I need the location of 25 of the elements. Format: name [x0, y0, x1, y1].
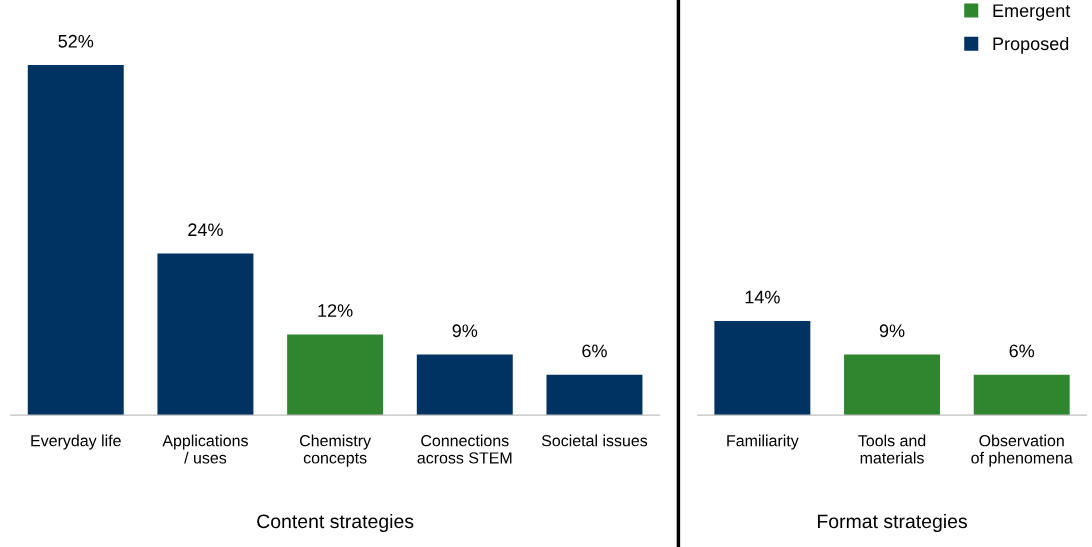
bar — [157, 253, 254, 416]
x-tick-label: Tools and materials — [858, 434, 926, 464]
x-tick-label: Everyday life — [31, 434, 121, 450]
legend-label: Proposed — [993, 36, 1069, 54]
data-label: 52% — [58, 34, 94, 48]
legend-label: Emergent — [993, 4, 1071, 21]
data-label: 6% — [582, 344, 607, 358]
x-axis-title: Content strategies — [257, 513, 414, 533]
x-tick-label: Familiarity — [727, 434, 799, 450]
bar — [546, 374, 643, 416]
data-label: 12% — [318, 304, 353, 317]
x-tick-label: Chemistry concepts — [299, 434, 372, 467]
data-label: 9% — [452, 324, 478, 338]
x-tick-label: Societal issues — [541, 434, 648, 447]
x-axis-title: Format strategies — [817, 513, 967, 533]
bar — [27, 65, 124, 416]
data-label: 6% — [1009, 344, 1035, 358]
x-tick-label: Connections across STEM — [417, 434, 512, 464]
bar — [416, 354, 513, 416]
bar — [287, 334, 384, 416]
data-label: 24% — [188, 223, 223, 237]
x-tick-label: Applications / uses — [162, 434, 248, 464]
x-tick-label: Observation of phenomena — [971, 434, 1073, 467]
data-label: 14% — [745, 290, 780, 304]
data-label: 9% — [879, 324, 905, 338]
